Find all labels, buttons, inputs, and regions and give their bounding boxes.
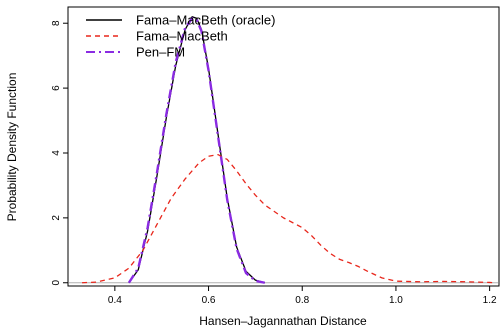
x-tick-label: 0.8 xyxy=(295,295,309,306)
x-tick-label: 1.2 xyxy=(483,295,497,306)
x-axis-title: Hansen–Jagannathan Distance xyxy=(199,314,367,328)
y-axis: 0 2 4 6 8 xyxy=(51,20,68,286)
y-tick-label: 6 xyxy=(51,85,62,91)
legend-label-1: Fama–MacBeth (oracle) xyxy=(136,13,275,28)
y-tick-label: 4 xyxy=(51,150,62,156)
x-tick-label: 1.0 xyxy=(389,295,403,306)
plot-area-frame xyxy=(67,6,500,287)
legend-label-2: Fama–MacBeth xyxy=(136,29,228,44)
x-axis: 0.4 0.6 0.8 1.0 1.2 xyxy=(108,286,497,306)
series-line-3 xyxy=(127,17,266,284)
series-layer xyxy=(82,16,495,284)
x-tick-label: 0.4 xyxy=(108,295,122,306)
y-axis-title: Probability Density Function xyxy=(5,73,19,222)
x-tick-label: 0.6 xyxy=(202,295,216,306)
y-tick-label: 0 xyxy=(51,280,62,286)
legend-label-3: Pen–FM xyxy=(136,45,185,60)
y-tick-label: 2 xyxy=(51,215,62,221)
series-line-2 xyxy=(82,153,495,284)
y-tick-label: 8 xyxy=(51,20,62,26)
